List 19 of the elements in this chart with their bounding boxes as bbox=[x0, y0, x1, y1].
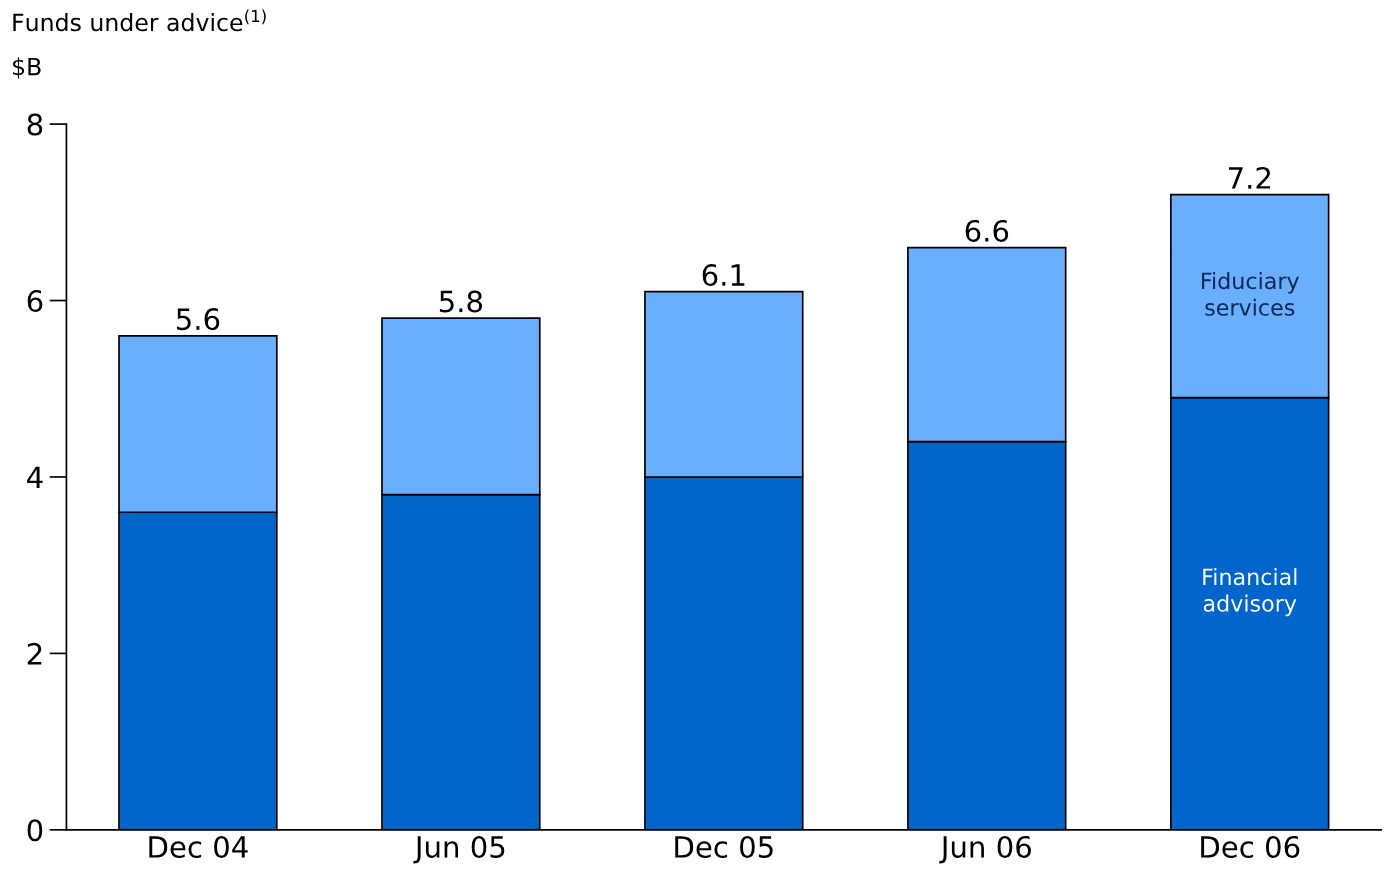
series-label: Fiduciary services bbox=[1202, 272, 1300, 316]
y-tick-label: 0 bbox=[27, 819, 43, 842]
total-label: 6.1 bbox=[702, 263, 745, 287]
series-label: Financial advisory bbox=[1203, 568, 1297, 617]
chart-title: Funds under advice$^{(1)}$ bbox=[13, 9, 266, 32]
x-tick-label: Jun 05 bbox=[413, 835, 505, 864]
total-label: 5.6 bbox=[176, 308, 220, 331]
x-tick-label: Dec 05 bbox=[675, 835, 773, 858]
y-tick-label: 2 bbox=[27, 642, 42, 665]
total-label: 6.6 bbox=[965, 219, 1009, 242]
x-tick-label: Jun 06 bbox=[939, 835, 1031, 864]
y-tick-label: 4 bbox=[27, 466, 43, 489]
y-tick-label: 8 bbox=[27, 113, 43, 136]
x-tick-label: Dec 04 bbox=[149, 835, 248, 858]
y-axis-title: $B bbox=[13, 57, 41, 79]
total-label: 5.8 bbox=[439, 290, 483, 313]
y-tick-label: 6 bbox=[27, 289, 43, 313]
total-label: 7.2 bbox=[1228, 166, 1271, 189]
x-tick-label: Dec 06 bbox=[1201, 835, 1300, 858]
